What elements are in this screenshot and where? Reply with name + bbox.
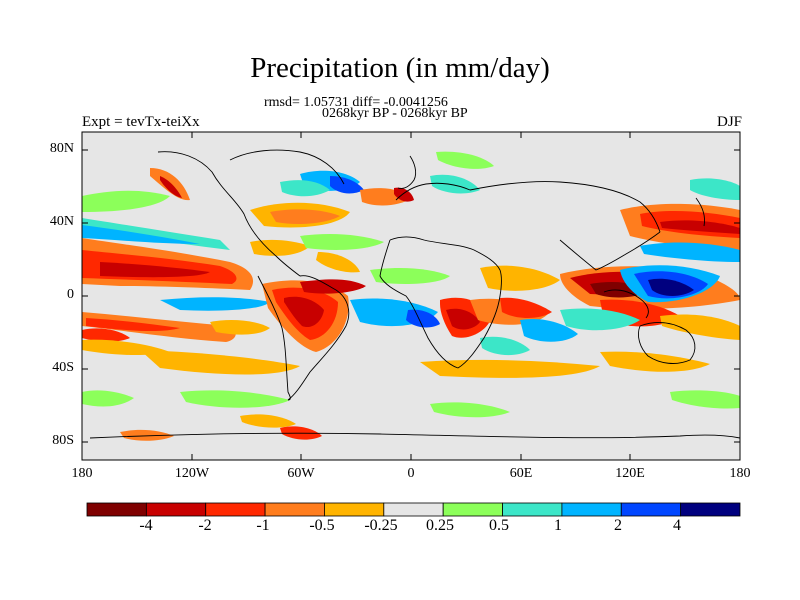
colorbar-swatch (561, 502, 622, 517)
lat-label-80n: 80N (49, 141, 74, 156)
lat-label-80s: 80S (52, 433, 74, 448)
lat-label-40n: 40N (49, 214, 74, 229)
colorbar-label: 0.25 (426, 517, 454, 534)
colorbar-swatch (680, 502, 741, 517)
lon-label-120w: 120W (174, 466, 210, 481)
colorbar-swatch (264, 502, 325, 517)
colorbar-swatch (620, 502, 682, 517)
colorbar-label: -0.5 (309, 517, 335, 534)
colorbar-label: 1 (554, 517, 562, 534)
lat-label-40s: 40S (52, 360, 74, 375)
colorbar-label: 0.5 (489, 517, 509, 534)
colorbar-label: -0.25 (364, 517, 398, 534)
lon-label-180w: 180 (71, 466, 93, 481)
experiment-label: Expt = tevTx-teiXx (82, 114, 200, 130)
stats-text: rmsd= 1.05731 diff= -0.0041256 (264, 95, 448, 110)
lon-label-60w: 60W (287, 466, 315, 481)
colorbar-label: -4 (139, 517, 153, 534)
lon-label-120e: 120E (615, 466, 645, 481)
colorbar-swatch (502, 502, 563, 517)
colorbar-label: -2 (198, 517, 212, 534)
lat-ticks (82, 149, 740, 443)
colorbar (86, 502, 741, 517)
season-label: DJF (716, 114, 742, 130)
lon-label-0: 0 (407, 466, 415, 481)
period-text: 0268kyr BP - 0268kyr BP (322, 106, 468, 121)
lon-label-180e: 180 (729, 466, 751, 481)
lon-label-60e: 60E (509, 466, 533, 481)
colorbar-swatch (324, 502, 385, 517)
colorbar-label: -1 (256, 517, 270, 534)
colorbar-label: 4 (673, 517, 681, 534)
lat-label-0: 0 (67, 287, 74, 302)
colorbar-swatch (145, 502, 207, 517)
colorbar-swatch (383, 502, 444, 517)
page-title: Precipitation (in mm/day) (250, 52, 550, 84)
colorbar-swatch (442, 502, 503, 517)
lon-ticks (81, 132, 741, 460)
colorbar-swatch (205, 502, 266, 517)
colorbar-swatch (86, 502, 147, 517)
coastlines (89, 149, 740, 439)
colorbar-label: 2 (614, 517, 622, 534)
precipitation-field (82, 151, 740, 441)
